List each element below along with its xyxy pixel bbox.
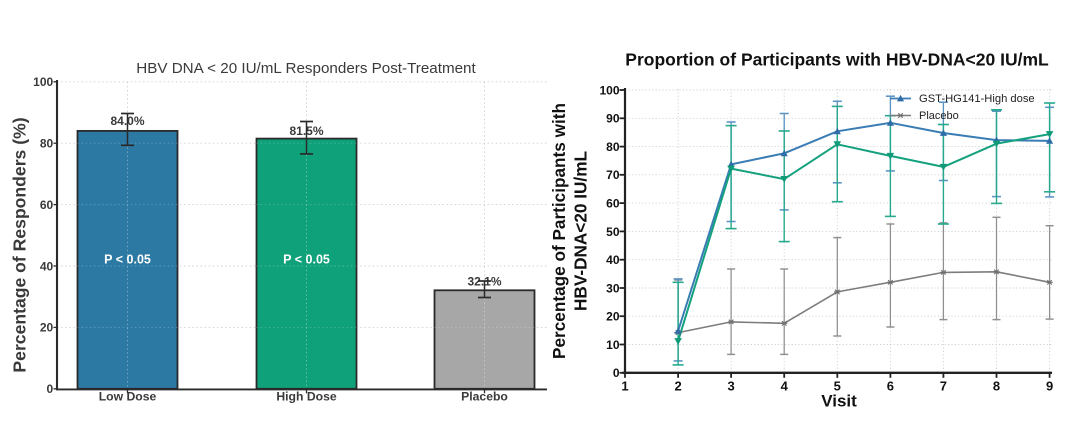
svg-text:Placebo: Placebo — [461, 390, 508, 404]
svg-text:1: 1 — [621, 379, 628, 394]
svg-text:9: 9 — [1046, 379, 1053, 394]
svg-text:P < 0.05: P < 0.05 — [283, 253, 330, 267]
svg-text:8: 8 — [993, 379, 1000, 394]
svg-text:40: 40 — [606, 253, 620, 267]
svg-text:100: 100 — [599, 83, 619, 97]
svg-text:HBV DNA < 20 IU/mL Responders: HBV DNA < 20 IU/mL Responders Post-Treat… — [136, 60, 476, 77]
svg-text:10: 10 — [606, 338, 620, 352]
svg-text:100: 100 — [33, 75, 53, 89]
svg-text:GST-HG141-High dose: GST-HG141-High dose — [919, 93, 1035, 105]
svg-text:3: 3 — [727, 379, 734, 394]
svg-text:High Dose: High Dose — [276, 390, 336, 404]
svg-text:60: 60 — [606, 197, 620, 211]
svg-text:80: 80 — [40, 137, 54, 151]
svg-text:Placebo: Placebo — [919, 110, 959, 122]
svg-text:20: 20 — [40, 321, 54, 335]
svg-text:Percentage of Responders (%): Percentage of Responders (%) — [10, 117, 30, 372]
svg-text:HBV-DNA<20 IU/mL: HBV-DNA<20 IU/mL — [571, 151, 591, 311]
svg-text:40: 40 — [40, 259, 54, 273]
svg-text:5: 5 — [834, 379, 841, 394]
svg-text:Low Dose: Low Dose — [99, 390, 157, 404]
svg-text:0: 0 — [47, 382, 54, 396]
svg-text:0: 0 — [613, 366, 620, 380]
svg-text:60: 60 — [40, 198, 54, 212]
svg-text:Proportion of Participants wit: Proportion of Participants with HBV-DNA<… — [625, 50, 1049, 70]
svg-text:6: 6 — [887, 379, 894, 394]
svg-text:4: 4 — [781, 379, 789, 394]
svg-text:Visit: Visit — [821, 392, 857, 411]
svg-text:80: 80 — [606, 140, 620, 154]
svg-text:20: 20 — [606, 310, 620, 324]
svg-text:70: 70 — [606, 168, 620, 182]
svg-text:P < 0.05: P < 0.05 — [104, 253, 151, 267]
svg-text:2: 2 — [674, 379, 681, 394]
svg-text:7: 7 — [940, 379, 947, 394]
svg-text:Percentage of Participants wit: Percentage of Participants with — [549, 103, 569, 359]
svg-text:30: 30 — [606, 281, 620, 295]
svg-text:90: 90 — [606, 112, 620, 126]
svg-text:50: 50 — [606, 225, 620, 239]
